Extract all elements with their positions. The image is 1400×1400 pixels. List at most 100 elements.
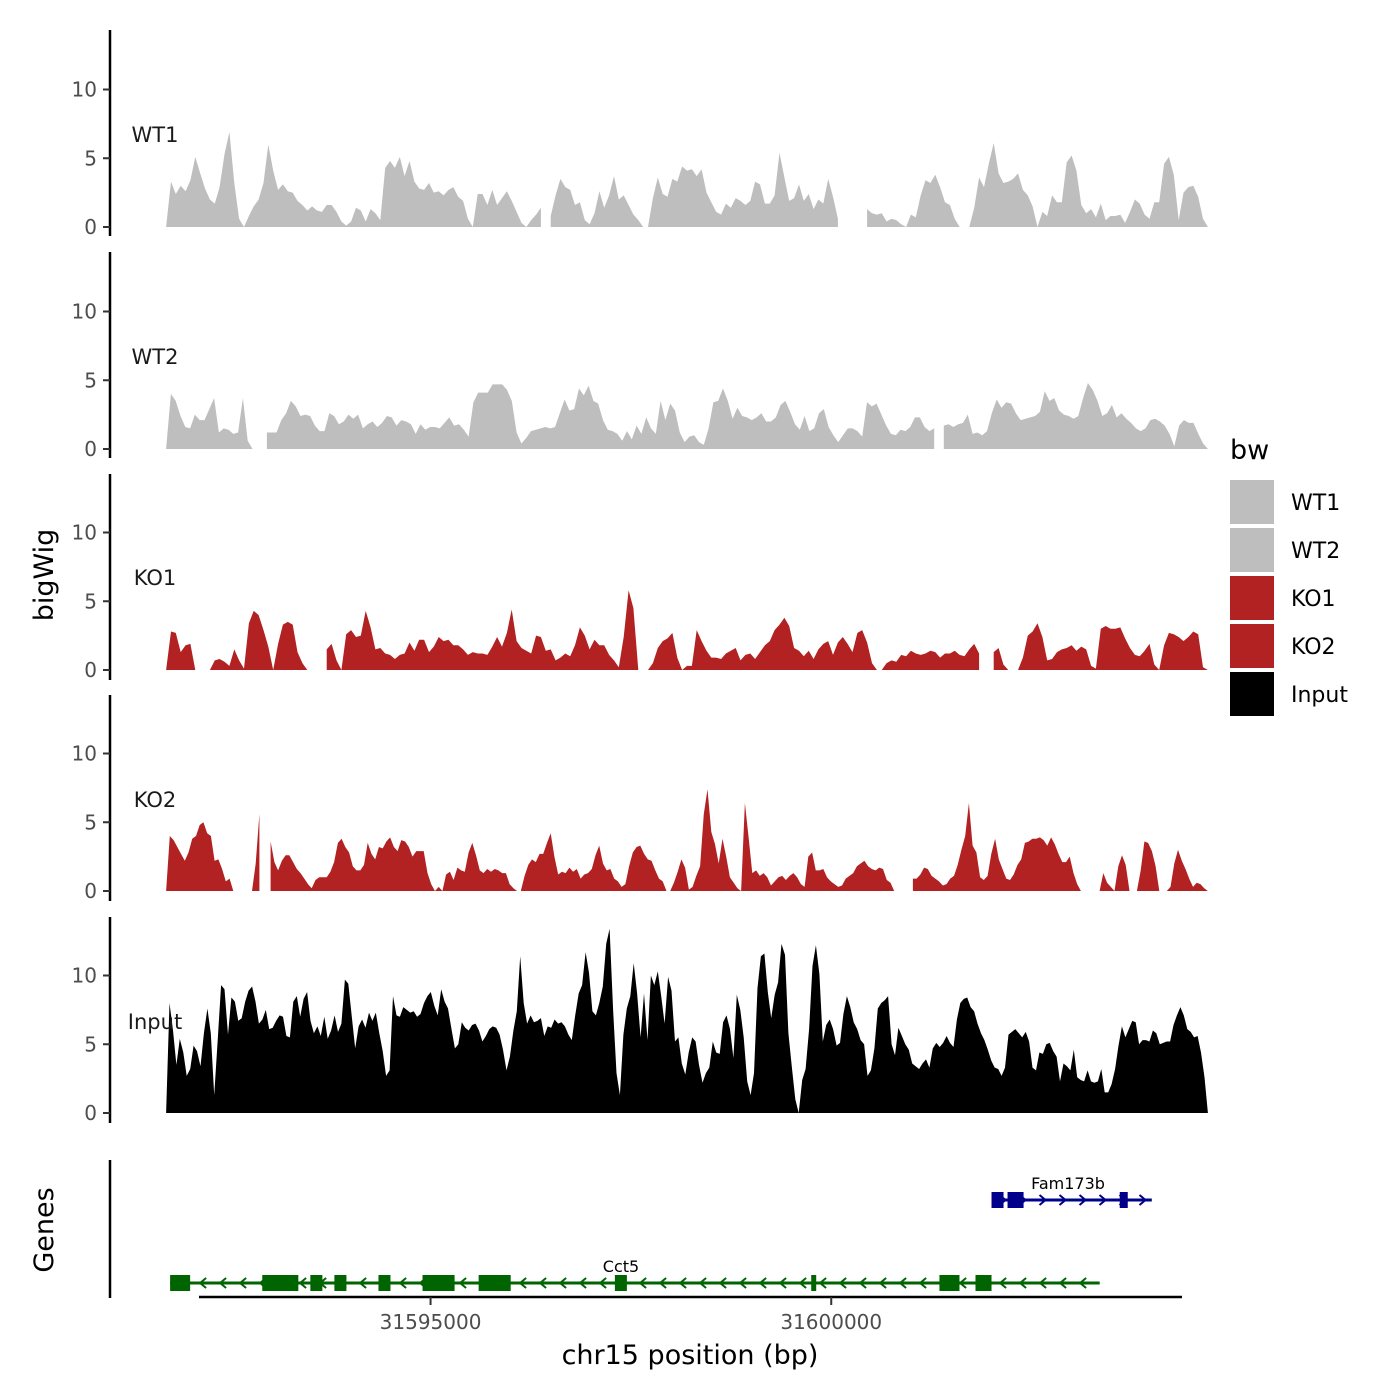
legend-item-input: Input [1230,672,1348,716]
strand-arrow [718,1277,727,1289]
legend-swatch [1230,576,1274,620]
gene-exon [262,1275,299,1291]
legend-item-wt1: WT1 [1230,480,1340,524]
track-area-ko2 [270,789,902,891]
gene-exon [939,1275,960,1291]
strand-arrow [1078,1194,1088,1206]
y-tick-label: 0 [84,215,97,239]
y-tick-label: 10 [72,521,97,545]
track-wt1 [166,132,1208,227]
strand-arrow [1038,1277,1047,1289]
strand-arrow [1078,1277,1087,1289]
track-area-ko1 [993,623,1208,670]
track-ko1 [166,590,1208,670]
gene-exon [170,1275,191,1291]
y-tick-label: 5 [84,146,97,170]
panel-label-wt1: WT1 [132,123,179,147]
gene-fam173b: Fam173b [991,1174,1152,1208]
y-tick-label: 0 [84,879,97,903]
strand-arrow [698,1277,707,1289]
gene-exon [811,1275,817,1291]
strand-arrow [758,1277,767,1289]
strand-arrow [198,1277,207,1289]
strand-arrow [1058,1194,1068,1206]
strand-arrow [638,1277,647,1289]
strand-arrow [1058,1277,1067,1289]
gene-exon [991,1192,1004,1208]
panel-label-wt2: WT2 [132,345,179,369]
x-axis-label: chr15 position (bp) [562,1340,819,1371]
strand-arrow [1018,1277,1027,1289]
strand-arrow [998,1277,1007,1289]
strand-arrow [1038,1194,1048,1206]
gene-exon [975,1275,992,1291]
legend-swatch [1230,672,1274,716]
x-tick-label: 31600000 [780,1310,882,1334]
gene-exon [1119,1192,1128,1208]
track-area-wt2 [166,394,253,449]
y-tick-label: 5 [84,1032,97,1056]
gene-exon [422,1275,455,1291]
track-area-ko2 [912,803,1208,891]
gene-cct5: Cct5 [170,1257,1100,1291]
gene-exon [378,1275,391,1291]
legend-swatch [1230,624,1274,668]
legend-label: WT2 [1291,539,1340,564]
strand-arrow [958,1277,967,1289]
gene-label: Fam173b [1031,1174,1105,1193]
strand-arrow [218,1277,227,1289]
panel-label-input: Input [128,1010,182,1034]
strand-arrow [538,1277,547,1289]
legend-title: bw [1230,435,1269,466]
genes-layer: Cct5 Fam173b [170,1174,1152,1291]
y-tick-label: 5 [84,368,97,392]
strand-arrow [398,1277,407,1289]
axes-layer: 0 5 10 WT1 0 5 10 WT2 0 5 10 KO1 0 5 10 KO2 0 5 10 Input 315… [72,30,1182,1334]
gene-exon [1007,1192,1024,1208]
strand-arrow [898,1277,907,1289]
strand-arrow [658,1277,667,1289]
y-tick-label: 5 [84,810,97,834]
strand-arrow [838,1277,847,1289]
y-tick-label: 10 [72,742,97,766]
y-tick-label: 0 [84,1101,97,1125]
track-area-wt2 [266,384,935,449]
strand-arrow [1138,1194,1148,1206]
strand-arrow [298,1277,307,1289]
strand-arrow [738,1277,747,1289]
legend-label: WT1 [1291,491,1340,516]
gene-exon [334,1275,347,1291]
strand-arrow [1098,1194,1108,1206]
strand-arrow [818,1277,827,1289]
track-area-ko1 [166,610,313,670]
y-tick-label: 5 [84,589,97,613]
legend-label: KO2 [1291,635,1336,660]
x-tick-label: 31595000 [380,1310,482,1334]
strand-arrow [678,1277,687,1289]
tracks-layer [166,132,1208,1113]
y-tick-label: 10 [72,300,97,324]
strand-arrow [358,1277,367,1289]
panel-label-ko2: KO2 [134,788,177,812]
y-axis-label-bigwig: bigWig [29,529,60,622]
gene-exon [310,1275,323,1291]
strand-arrow [858,1277,867,1289]
strand-arrow [798,1277,807,1289]
track-area-input [166,928,1208,1113]
y-tick-label: 10 [72,78,97,102]
gene-exon [614,1275,627,1291]
strand-arrow [458,1277,467,1289]
legend-item-ko2: KO2 [1230,624,1336,668]
legend-swatch [1230,480,1274,524]
track-area-wt1 [166,132,541,227]
strand-arrow [578,1277,587,1289]
strand-arrow [778,1277,787,1289]
strand-arrow [918,1277,927,1289]
track-area-ko2 [166,814,260,891]
legend-label: Input [1291,683,1348,708]
y-tick-label: 10 [72,964,97,988]
legend: bw WT1 WT2 KO1 KO2 Input [1230,435,1348,716]
legend-item-ko1: KO1 [1230,576,1336,620]
legend-swatch [1230,528,1274,572]
